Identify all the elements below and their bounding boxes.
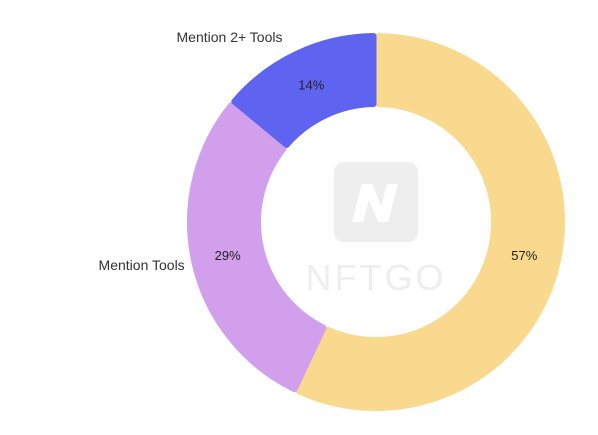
- slice-value-label-1: 29%: [215, 248, 241, 263]
- donut-slice-2: [231, 33, 377, 148]
- slice-category-label-1: Mention Tools: [99, 257, 185, 273]
- outer-labels: Mention Tools Mention 2+ Tools: [99, 29, 283, 273]
- watermark-text: NFTGO: [306, 257, 447, 298]
- donut-slice-0: [296, 33, 565, 412]
- slice-labels: 57% 29% 14%: [215, 78, 538, 264]
- nftgo-logo-mark: [352, 184, 398, 222]
- slice-value-label-0: 57%: [511, 248, 537, 263]
- donut-slice-1: [187, 102, 327, 393]
- donut-slices: [187, 33, 565, 412]
- slice-category-label-2: Mention 2+ Tools: [177, 29, 283, 45]
- watermark: NFTGO: [306, 162, 447, 298]
- slice-value-label-2: 14%: [298, 78, 324, 93]
